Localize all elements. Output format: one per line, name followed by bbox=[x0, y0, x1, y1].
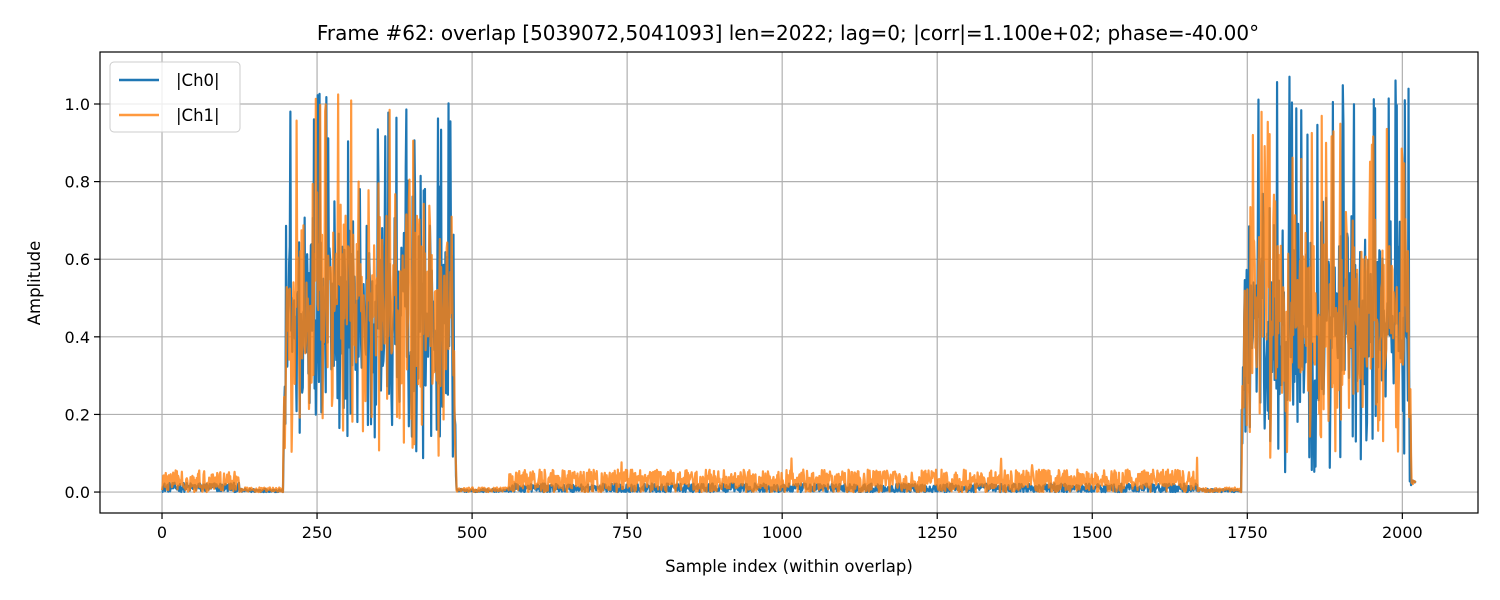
y-tick-label: 0.0 bbox=[65, 483, 90, 502]
chart-title: Frame #62: overlap [5039072,5041093] len… bbox=[317, 21, 1259, 45]
y-tick-label: 0.6 bbox=[65, 250, 90, 269]
x-tick-label: 2000 bbox=[1382, 523, 1423, 542]
x-axis-label: Sample index (within overlap) bbox=[665, 557, 913, 576]
x-axis-ticks: 0 250 500 750 1000 1250 1500 1750 2000 bbox=[157, 513, 1423, 542]
y-tick-label: 0.8 bbox=[65, 173, 90, 192]
legend: |Ch0| |Ch1| bbox=[109, 61, 241, 133]
plot-frame bbox=[99, 51, 1479, 514]
x-tick-label: 1250 bbox=[917, 523, 958, 542]
y-tick-label: 1.0 bbox=[65, 95, 90, 114]
x-tick-label: 1500 bbox=[1072, 523, 1113, 542]
y-axis-ticks: 0.0 0.2 0.4 0.6 0.8 1.0 bbox=[65, 95, 100, 502]
y-axis-label: Amplitude bbox=[25, 241, 44, 326]
series-layer bbox=[160, 75, 1417, 494]
y-tick-label: 0.2 bbox=[65, 405, 90, 424]
grid-lines bbox=[100, 52, 1478, 513]
legend-label-ch0: |Ch0| bbox=[176, 71, 220, 90]
x-tick-label: 0 bbox=[157, 523, 167, 542]
series-line-ch1 bbox=[160, 93, 1417, 494]
legend-box bbox=[109, 61, 241, 133]
legend-label-ch1: |Ch1| bbox=[176, 106, 220, 125]
x-tick-label: 750 bbox=[612, 523, 643, 542]
x-tick-label: 250 bbox=[302, 523, 333, 542]
y-tick-label: 0.4 bbox=[65, 328, 90, 347]
x-tick-label: 1000 bbox=[762, 523, 803, 542]
x-tick-label: 500 bbox=[457, 523, 488, 542]
x-tick-label: 1750 bbox=[1227, 523, 1268, 542]
